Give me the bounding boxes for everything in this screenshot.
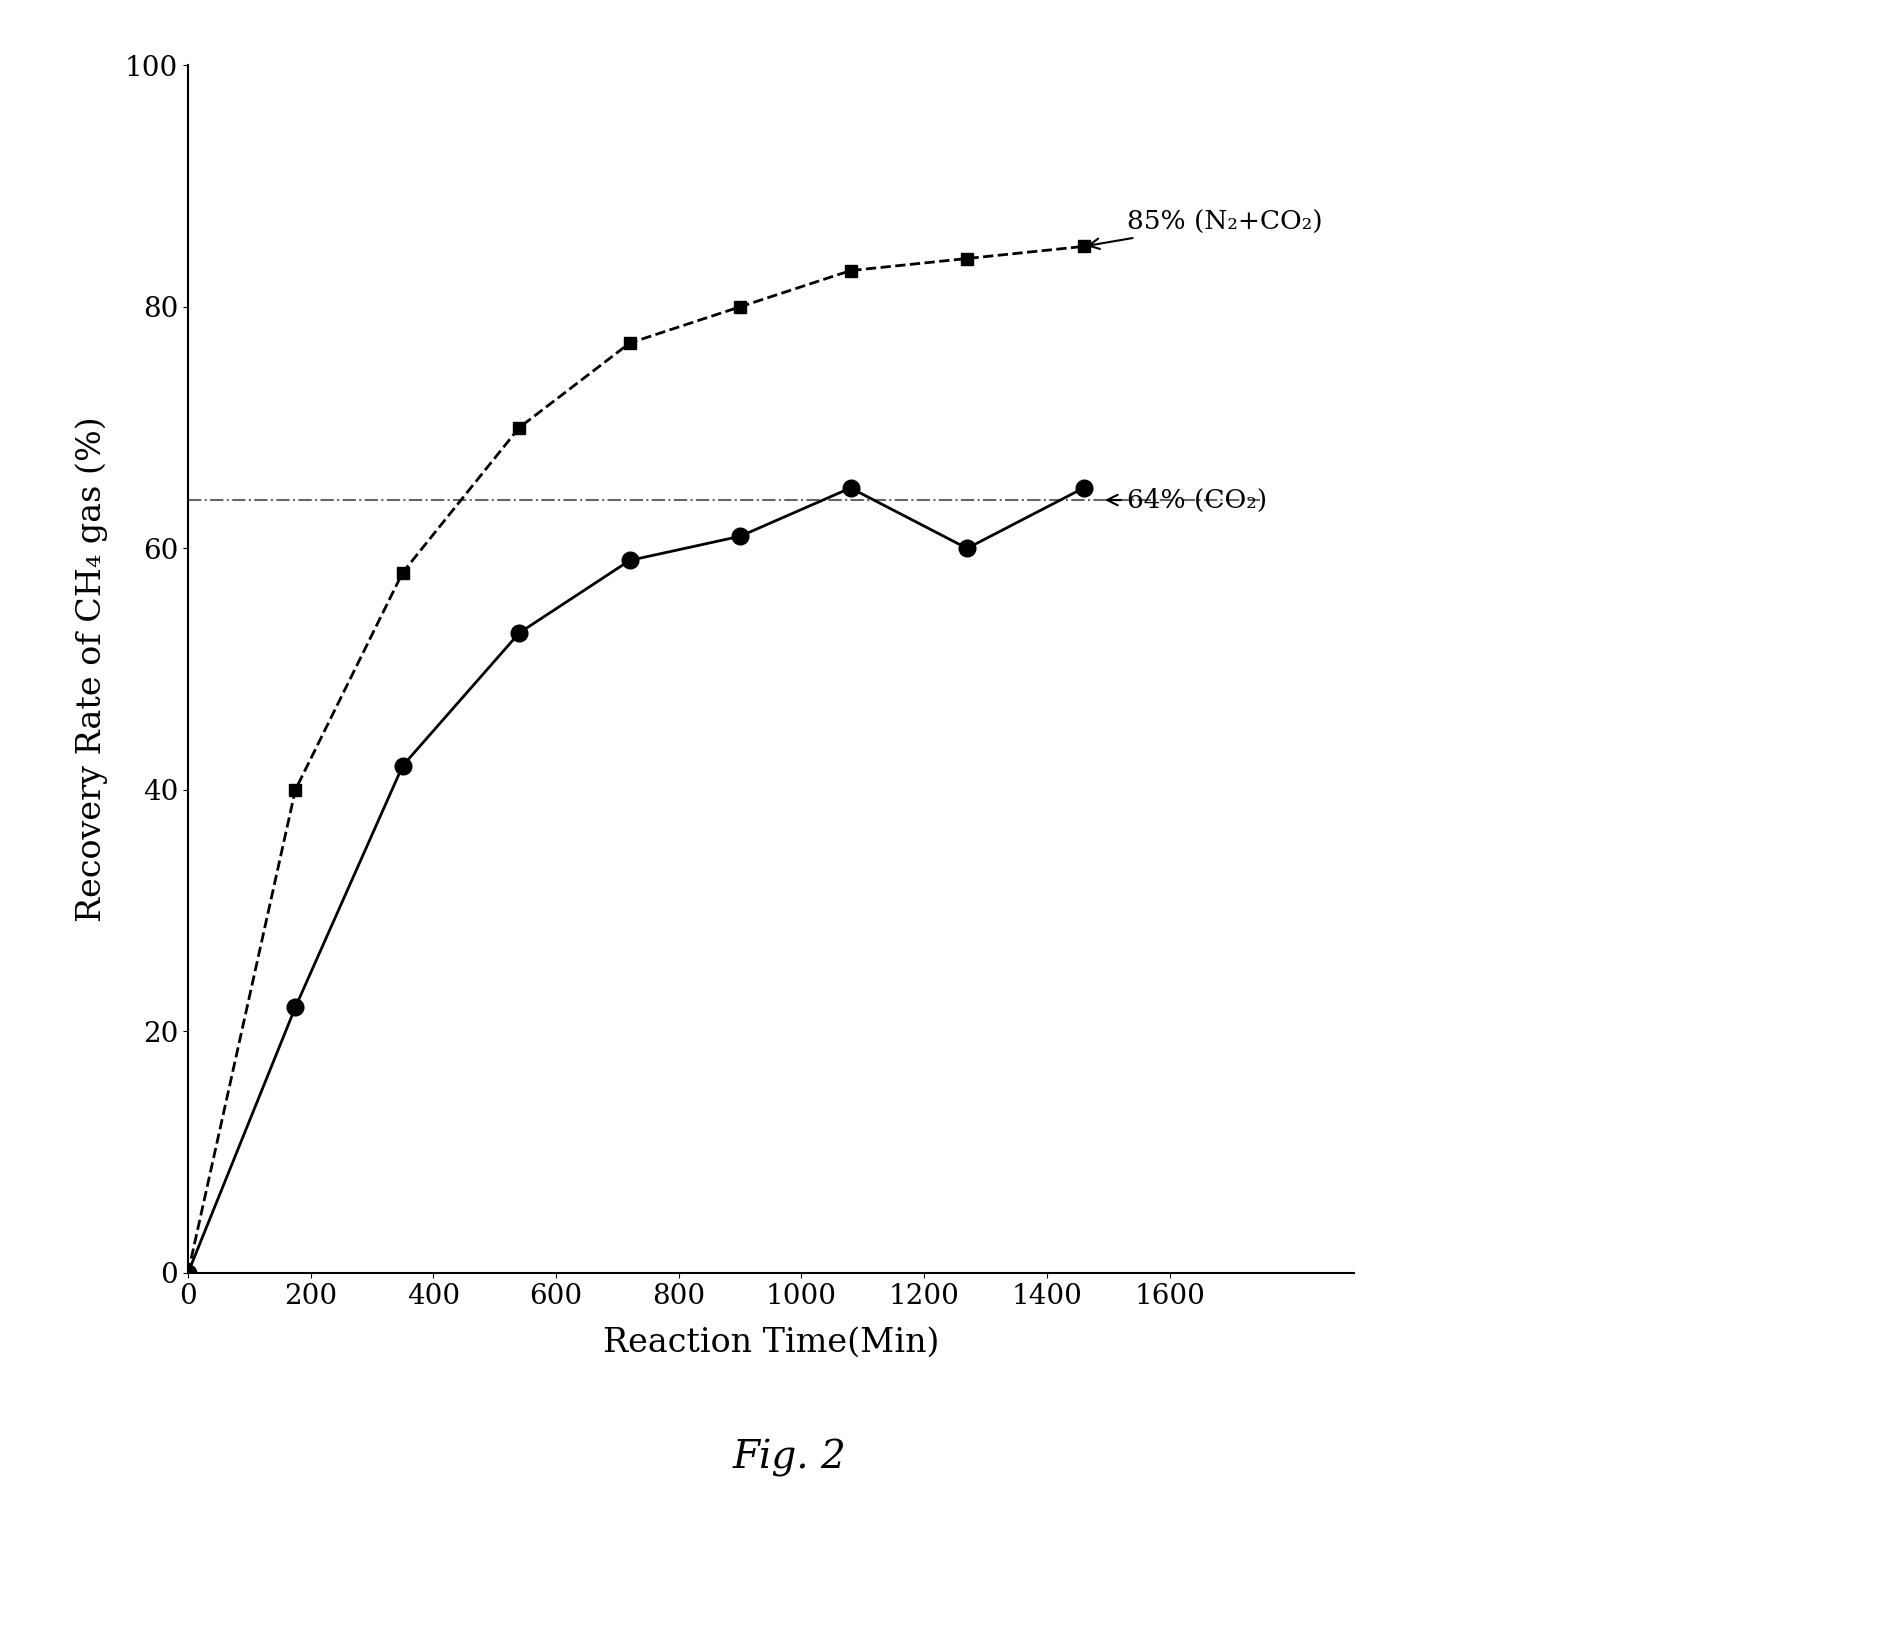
Text: Fig. 2: Fig. 2 bbox=[733, 1439, 846, 1477]
Text: 85% (N₂+CO₂): 85% (N₂+CO₂) bbox=[1089, 211, 1322, 250]
Y-axis label: Recovery Rate of CH₄ gas (%): Recovery Rate of CH₄ gas (%) bbox=[75, 416, 109, 922]
X-axis label: Reaction Time(Min): Reaction Time(Min) bbox=[603, 1327, 938, 1358]
Text: 64% (CO₂): 64% (CO₂) bbox=[1107, 488, 1267, 512]
